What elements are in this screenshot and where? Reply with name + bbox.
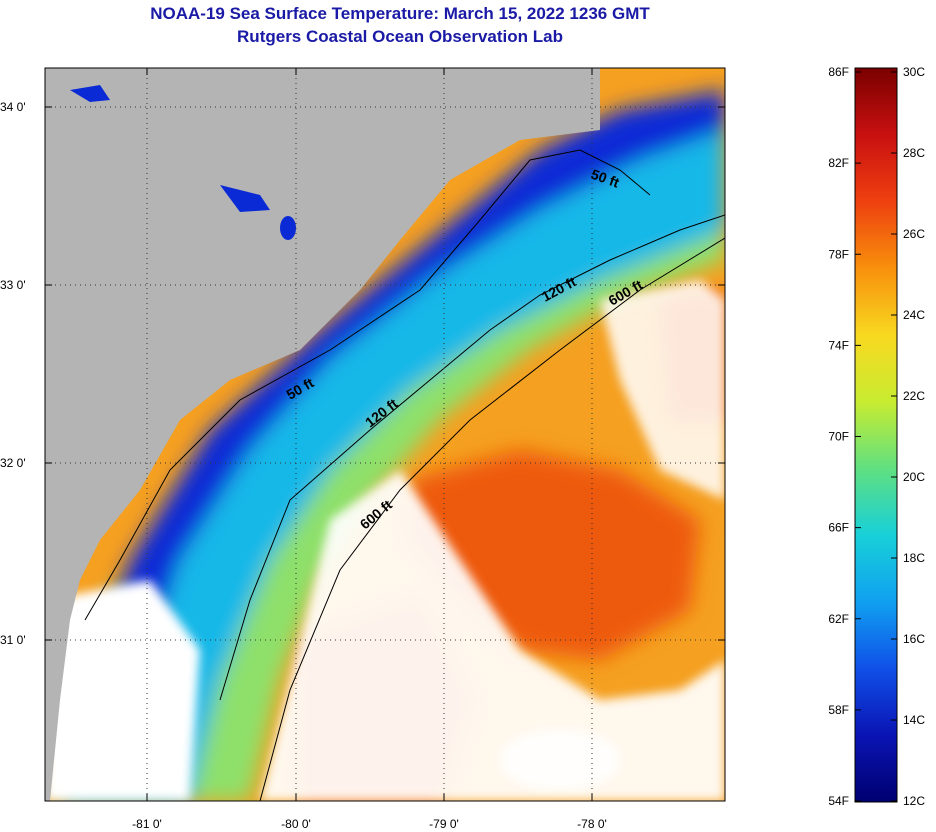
contour-120ft: [219, 214, 725, 701]
map-title: NOAA-19 Sea Surface Temperature: March 1…: [150, 4, 650, 23]
inland-water-1: [70, 85, 110, 102]
colorbar-c-label: 14C: [903, 713, 925, 727]
sst-mild-band: [100, 180, 725, 801]
axis-ticks: [45, 68, 725, 801]
sst-cool-band: [60, 120, 725, 801]
lon-label-81: -81 0': [132, 817, 162, 831]
map-plot-area[interactable]: 50 ft 50 ft 120 ft 120 ft 600 ft 600 ft: [45, 68, 725, 801]
lon-label-79: -79 0': [429, 817, 459, 831]
colorbar-c-label: 16C: [903, 632, 925, 646]
colorbar-f-label: 86F: [828, 65, 849, 79]
cloud-south: [260, 470, 725, 801]
colorbar-c-label: 24C: [903, 308, 925, 322]
colorbar-c-label: 18C: [903, 551, 925, 565]
colorbar-ticks: [855, 71, 897, 802]
colorbar-c-label: 30C: [903, 65, 925, 79]
lat-label-33: 33 0': [0, 278, 26, 292]
colorbar-c-label: 20C: [903, 470, 925, 484]
colorbar-f-label: 70F: [828, 430, 849, 444]
contour-50ft: [84, 149, 651, 621]
lat-label-34: 34 0': [0, 100, 26, 114]
cloud-patch: [500, 730, 620, 790]
colorbar-f-label: 74F: [828, 338, 849, 352]
colorbar-labels: 86F 82F 78F 74F 70F 66F 62F 58F 54F 30C 28C 26C 24C 2…: [828, 65, 925, 808]
contour-600ft: [259, 237, 725, 801]
map-frame: [44, 67, 726, 802]
colorbar-c-label: 26C: [903, 227, 925, 241]
inland-water-3: [280, 216, 296, 240]
lon-label-78: -78 0': [577, 817, 607, 831]
cloud-southwest: [45, 580, 200, 801]
colorbar-f-label: 78F: [828, 247, 849, 261]
colorbar-f-label: 62F: [828, 612, 849, 626]
colorbar-c-label: 28C: [903, 146, 925, 160]
cloud-east: [600, 280, 725, 500]
lat-label-31: 31 0': [0, 633, 26, 647]
colorbar-f-label: 82F: [828, 156, 849, 170]
colorbar-c-label: 22C: [903, 389, 925, 403]
cloud-cover: [45, 280, 725, 801]
inland-water-2: [220, 185, 270, 212]
lat-label-32: 32 0': [0, 456, 26, 470]
colorbar-c-label: 12C: [903, 794, 925, 808]
colorbar: [854, 67, 898, 803]
colorbar-f-label: 58F: [828, 703, 849, 717]
colorbar-f-label: 66F: [828, 521, 849, 535]
colorbar-f-label: 54F: [828, 794, 849, 808]
map-subtitle: Rutgers Coastal Ocean Observation Lab: [237, 27, 563, 46]
graticule: [45, 68, 725, 801]
land-mass: [45, 68, 600, 801]
lon-label-80: -80 0': [281, 817, 311, 831]
